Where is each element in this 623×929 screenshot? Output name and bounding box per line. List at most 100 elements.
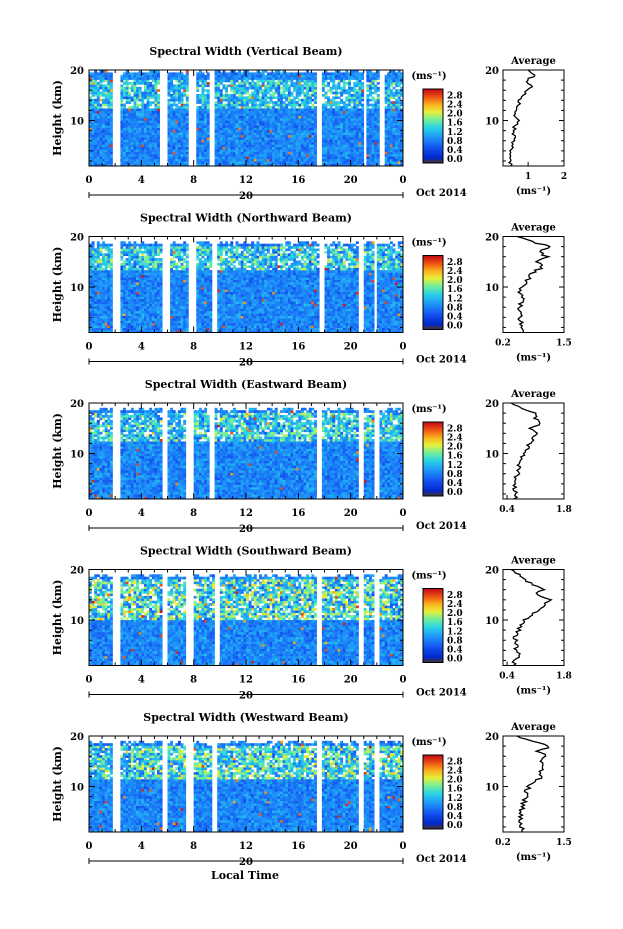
- colorbar-swatch: [423, 440, 443, 443]
- colorbar-swatch: [423, 649, 443, 652]
- colorbar-swatch: [423, 429, 443, 432]
- colorbar-swatch: [423, 455, 443, 458]
- colorbar-swatch: [423, 645, 443, 649]
- profile-x-tick-label: 2: [561, 172, 567, 182]
- colorbar-swatch: [423, 427, 443, 430]
- colorbar-swatch: [423, 101, 443, 105]
- x-tick-label: 12: [239, 342, 253, 353]
- colorbar-swatch: [423, 92, 443, 96]
- heatmap-cells: [89, 241, 404, 333]
- colorbar-swatch: [423, 799, 443, 802]
- colorbar-swatch: [423, 312, 443, 316]
- colorbar-swatch: [423, 486, 443, 490]
- colorbar-swatch: [423, 814, 443, 817]
- colorbar-swatch: [423, 261, 443, 264]
- colorbar-swatch: [423, 126, 443, 129]
- profile-x-label: (ms⁻¹): [516, 186, 551, 197]
- colorbar-swatch: [423, 634, 443, 638]
- colorbar-swatch: [423, 653, 443, 656]
- colorbar-tick-label: 2.0: [447, 276, 463, 286]
- colorbar-swatch: [423, 764, 443, 767]
- colorbar-swatch: [423, 612, 443, 615]
- colorbar-swatch: [423, 464, 443, 467]
- colorbar-swatch: [423, 786, 443, 789]
- x-tick-label: 8: [190, 675, 197, 686]
- profile-x-label: (ms⁻¹): [516, 686, 551, 697]
- colorbar-swatch: [423, 660, 443, 663]
- colorbar-swatch: [423, 114, 443, 118]
- colorbar-tick-label: 0.4: [447, 812, 463, 822]
- colorbar-tick-label: 1.2: [447, 128, 463, 138]
- profile-y-tick-label: 20: [485, 732, 499, 743]
- colorbar-tick-label: 0.8: [447, 470, 463, 480]
- colorbar-swatch: [423, 471, 443, 475]
- heatmap-cells: [89, 70, 404, 167]
- colorbar-swatch: [423, 595, 443, 599]
- colorbar-swatch: [423, 817, 443, 821]
- x-tick-label: 0: [400, 508, 407, 519]
- colorbar-swatch: [423, 460, 443, 464]
- colorbar-swatch: [423, 488, 443, 491]
- date-label: Oct 2014: [416, 355, 467, 366]
- colorbar-tick-label: 2.4: [447, 434, 463, 444]
- colorbar-swatch: [423, 298, 443, 301]
- colorbar-swatch: [423, 89, 443, 92]
- colorbar-swatch: [423, 623, 443, 626]
- colorbar-tick-label: 0.4: [447, 146, 463, 156]
- colorbar-swatch: [423, 631, 443, 634]
- colorbar-swatch: [423, 618, 443, 621]
- x-tick-label: 4: [138, 175, 145, 186]
- colorbar-swatch: [423, 788, 443, 791]
- y-axis-label: Height (km): [51, 746, 64, 822]
- x-tick-label: 0: [400, 675, 407, 686]
- colorbar-swatch: [423, 771, 443, 774]
- day-label: 20: [239, 358, 253, 369]
- profile-x-label: (ms⁻¹): [516, 353, 551, 364]
- colorbar-swatch: [423, 614, 443, 617]
- colorbar-swatch: [423, 773, 443, 776]
- profile-y-tick-label: 20: [485, 66, 499, 77]
- colorbar-swatch: [423, 311, 443, 314]
- colorbar-tick-label: 0.4: [447, 479, 463, 489]
- colorbar-tick-label: 2.0: [447, 609, 463, 619]
- colorbar-swatch: [423, 810, 443, 813]
- day-label: 20: [239, 191, 253, 202]
- heatmap-cells: [89, 740, 404, 833]
- colorbar-swatch: [423, 762, 443, 765]
- colorbar-tick-label: 2.4: [447, 600, 463, 610]
- panel-5: Spectral Width (Westward Beam) 10 20 Height…: [51, 711, 572, 868]
- colorbar-swatch: [423, 444, 443, 447]
- colorbar-tick-label: 2.4: [447, 767, 463, 777]
- colorbar-unit-label: (ms⁻¹): [411, 571, 446, 582]
- x-tick-label: 0: [400, 841, 407, 852]
- colorbar: 0.00.40.81.21.62.02.42.8(ms⁻¹): [411, 571, 462, 665]
- colorbar-swatch: [423, 475, 443, 478]
- colorbar-swatch: [423, 825, 443, 828]
- colorbar-swatch: [423, 138, 443, 142]
- colorbar-swatch: [423, 270, 443, 273]
- colorbar-frame: [422, 421, 444, 497]
- y-tick-label: 20: [70, 732, 84, 743]
- profile-y-tick-label: 10: [485, 283, 499, 294]
- panel-title: Spectral Width (Vertical Beam): [149, 45, 342, 58]
- colorbar-tick-label: 0.0: [447, 322, 463, 332]
- x-tick-label: 8: [190, 508, 197, 519]
- day-label: 20: [239, 857, 253, 868]
- x-tick-label: 0: [86, 342, 93, 353]
- colorbar-swatch: [423, 801, 443, 804]
- x-tick-label: 8: [190, 342, 197, 353]
- colorbar-swatch: [423, 266, 443, 269]
- x-tick-label: 20: [344, 675, 358, 686]
- colorbar-tick-label: 1.6: [447, 119, 463, 129]
- colorbar-swatch: [423, 144, 443, 147]
- colorbar-swatch: [423, 636, 443, 639]
- colorbar-swatch: [423, 466, 443, 469]
- x-tick-label: 16: [291, 675, 305, 686]
- colorbar-swatch: [423, 423, 443, 427]
- colorbar-swatch: [423, 148, 443, 151]
- colorbar-swatch: [423, 655, 443, 658]
- colorbar-swatch: [423, 296, 443, 299]
- colorbar-swatch: [423, 150, 443, 153]
- colorbar-swatch: [423, 769, 443, 773]
- colorbar-swatch: [423, 610, 443, 614]
